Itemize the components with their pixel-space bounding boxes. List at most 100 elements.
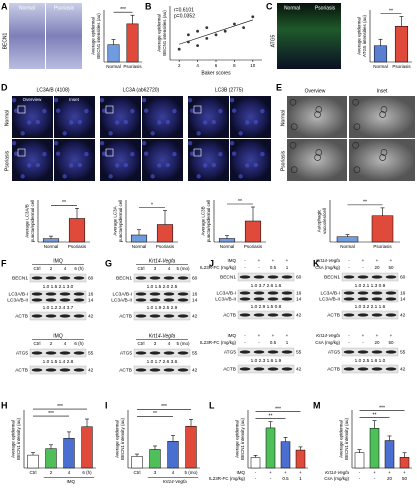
vacuole — [290, 123, 298, 130]
band — [45, 314, 57, 318]
stain-label: BECN1 — [2, 32, 8, 49]
blot — [29, 365, 87, 375]
vacuole — [379, 111, 386, 118]
band — [59, 292, 71, 296]
kda-marker: 42 — [88, 313, 94, 319]
significance: *** — [379, 406, 385, 412]
band — [31, 276, 43, 280]
significance: *** — [120, 7, 126, 13]
band — [357, 313, 369, 317]
x-tick-label: Normal — [340, 244, 355, 249]
nucleus — [53, 98, 59, 103]
blot — [133, 290, 191, 304]
panel-letter: K — [313, 258, 320, 268]
band — [343, 350, 355, 354]
x-tick-label: + — [388, 470, 391, 475]
bar — [218, 238, 236, 243]
x-tick-label: Psoriasis — [156, 244, 175, 249]
y-axis-label: Average epidermal — [115, 420, 120, 458]
x-tick-label: 0.5 — [282, 476, 289, 481]
band — [163, 276, 175, 280]
band — [385, 367, 397, 371]
blot — [237, 310, 295, 320]
nucleus — [123, 119, 129, 125]
significance: * — [151, 202, 153, 208]
band — [343, 297, 355, 301]
vacuole — [380, 149, 388, 156]
panel-letter: H — [1, 400, 8, 410]
protein-name: LC3A/B-I — [217, 290, 236, 296]
nucleus — [218, 151, 223, 157]
nucleus — [130, 151, 135, 157]
group-label: IMQ — [53, 333, 63, 339]
nucleus — [231, 151, 237, 156]
x-tick-label: 3 — [154, 470, 157, 475]
lane-label: 4 — [64, 341, 67, 346]
point — [196, 29, 200, 33]
vacuole — [380, 106, 388, 113]
x-tick-label: - — [270, 476, 272, 481]
column-label: Inset — [69, 97, 80, 102]
micrograph — [54, 139, 95, 181]
lane-label: 6 (h) — [74, 341, 84, 346]
stain-label: LC3A (ab62720) — [123, 87, 160, 93]
nucleus — [130, 108, 135, 114]
band — [135, 298, 147, 302]
nucleus — [253, 162, 259, 168]
band — [385, 313, 397, 317]
panel-letter: G — [105, 258, 112, 268]
panel-letter: J — [209, 258, 214, 268]
row-name: CsA (mg/kg) — [315, 340, 340, 345]
bar — [63, 438, 75, 469]
band — [371, 297, 383, 301]
lane-label: + — [390, 333, 393, 338]
band — [239, 350, 251, 354]
column-label: Overview — [23, 97, 43, 102]
band — [385, 291, 397, 295]
band — [267, 367, 279, 371]
nucleus — [165, 162, 171, 168]
band — [253, 291, 265, 295]
protein-name: ACTB — [119, 313, 132, 319]
bar — [265, 427, 276, 469]
nucleus — [187, 98, 193, 103]
vacuole — [352, 142, 359, 149]
nucleus — [84, 108, 89, 114]
row-name: Krt14-Vegfa — [316, 333, 340, 338]
bar — [131, 456, 143, 469]
band — [149, 276, 161, 280]
y-axis-label: Average epidermal — [91, 17, 96, 55]
blot — [341, 347, 399, 357]
group-label: Krt14-Vegfa — [163, 479, 187, 484]
lane-label: 50 — [388, 340, 394, 345]
x-tick-label: + — [284, 470, 287, 475]
kda-marker: 60 — [88, 275, 94, 281]
band — [267, 275, 279, 279]
protein-name: BECN1 — [12, 275, 28, 281]
panel-letter: C — [266, 1, 273, 11]
x-tick-label: 50 — [402, 476, 408, 481]
point — [251, 15, 255, 19]
nucleus — [77, 119, 83, 125]
nucleus — [231, 108, 237, 113]
y-axis-label: Average LC3B — [201, 206, 206, 235]
nucleus — [27, 120, 32, 125]
vacuole — [353, 123, 361, 130]
x-tick-label: Psoriasis — [123, 64, 142, 69]
kda-marker: 55 — [296, 349, 302, 355]
y-axis-label: vacuoles/cell — [322, 208, 327, 234]
bar — [369, 428, 380, 469]
micrograph — [277, 3, 341, 69]
row-name: Krt14-Vegfa — [325, 470, 349, 475]
lane-label: + — [376, 258, 379, 263]
significance: *** — [57, 404, 63, 410]
band — [267, 291, 279, 295]
row-label: Normal — [4, 110, 10, 126]
lane-label: 0.5 — [270, 265, 277, 270]
protein-name: ACTB — [223, 312, 236, 318]
lane-label: 6 (h) — [74, 266, 84, 271]
band-ratio: 1.0 1.5 2.1 3.0 — [43, 284, 74, 290]
band — [149, 314, 161, 318]
trendline — [179, 19, 253, 45]
column-label: Psoriasis — [315, 5, 336, 11]
